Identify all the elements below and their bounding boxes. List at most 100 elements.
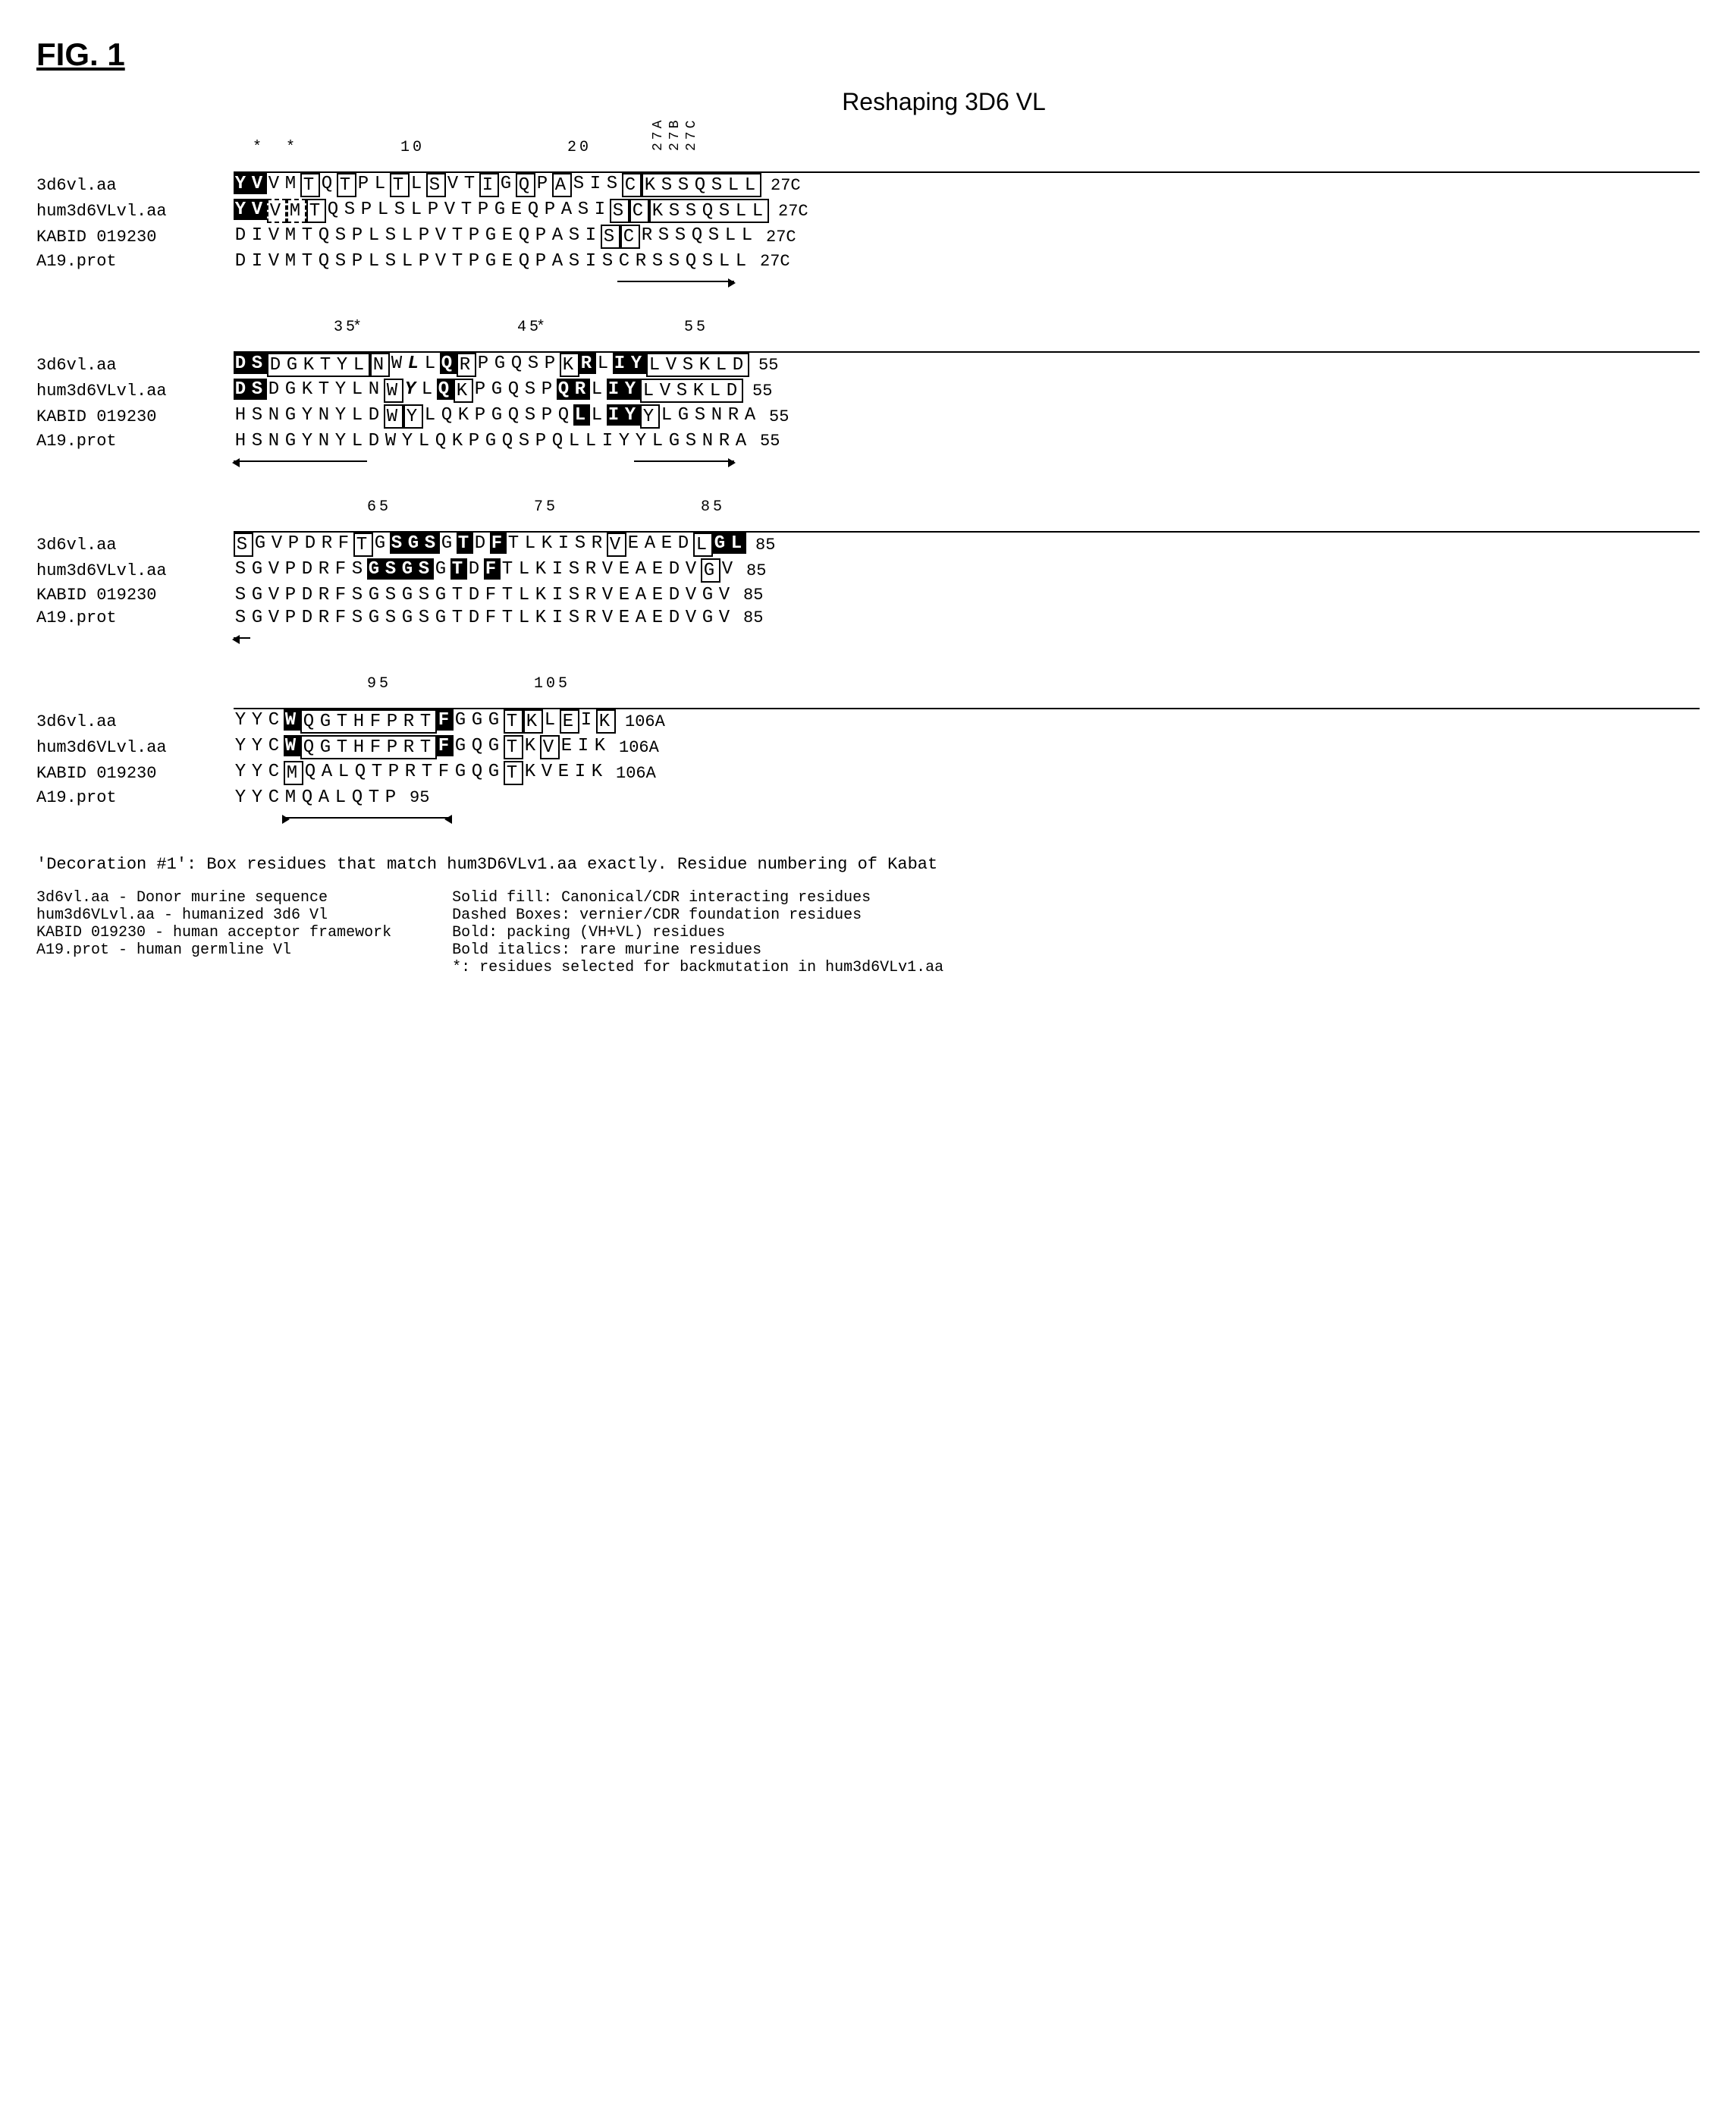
residue-cell: V [250, 173, 267, 194]
residue-cell: G [484, 250, 501, 272]
ruler-cell [400, 675, 417, 693]
ruler-cell [617, 498, 634, 516]
residue-cell: L [352, 353, 370, 377]
residue-cell: E [651, 558, 667, 580]
residue-cell: S [567, 607, 584, 628]
residue-cell: V [601, 584, 617, 605]
residue-cell: D [677, 533, 693, 554]
residue-cell: S [567, 250, 584, 272]
residue-cell: Q [684, 250, 701, 272]
ruler-cell [334, 139, 350, 156]
residue-cell: R [457, 353, 476, 377]
residue-cell: K [596, 709, 616, 734]
residue-cell: D [467, 558, 484, 580]
residue-cell: K [523, 709, 543, 734]
ruler-cell: 45 [517, 319, 534, 336]
residue-cell: L [751, 199, 769, 223]
ruler-cell [534, 139, 551, 156]
residue-cell: S [567, 558, 584, 580]
ruler-cell [684, 498, 701, 516]
residue-cell: K [692, 379, 708, 403]
residue-cell: P [426, 199, 443, 220]
residue-cell: F [369, 735, 385, 759]
residue-cell: L [734, 199, 751, 223]
residue-cell: R [584, 607, 601, 628]
residue-cell: Y [250, 761, 267, 782]
residue-cell: V [446, 173, 463, 194]
residue-cell: F [369, 709, 385, 734]
alignment-row: A19.protYYCMQALQTP95 [36, 787, 1700, 808]
alignment-row: A19.protDIVMTQSPLSLPVTPGEQPASISCRSSQSLL2… [36, 250, 1700, 272]
residue-cell: Q [510, 353, 526, 374]
residue-cell: G [454, 709, 470, 731]
residue-cell: P [543, 353, 560, 374]
residue-cell: P [535, 173, 552, 194]
residue-cell: S [610, 199, 629, 223]
ruler-cell [284, 675, 300, 693]
alignment-block: 951053d6vl.aaYYCWQGTHFPRTFGGGTKLEIK106Ah… [36, 675, 1700, 825]
residue-cell: S [601, 250, 617, 272]
end-position: 55 [752, 382, 772, 401]
end-position: 106A [625, 712, 665, 731]
residue-cell: M [284, 173, 300, 194]
ruler-cell [350, 675, 367, 693]
residue-cell: T [501, 607, 517, 628]
residue-cell: P [473, 379, 490, 400]
residue-cell: G [434, 558, 450, 580]
residue-cell: L [420, 379, 437, 400]
ruler-cell [384, 139, 400, 156]
ruler-cell [400, 498, 417, 516]
residue-cell: S [250, 404, 267, 426]
alignment-row: 3d6vl.aaSGVPDRFTGSGSGTDFTLKISRVEAEDLGL85 [36, 533, 1700, 557]
sequence-cells: YYCMQALQTPRTFGQGTKVEIK [234, 761, 607, 785]
residue-cell: S [384, 584, 400, 605]
residue-cell: P [473, 404, 490, 426]
residue-cell: V [664, 353, 681, 377]
ruler-cell: 105 [534, 675, 551, 693]
ruler-cell: 35 [334, 319, 350, 336]
residue-cell: G [373, 533, 390, 554]
ruler-cell [267, 498, 284, 516]
ruler-cell [567, 498, 584, 516]
residue-cell: Y [640, 404, 660, 429]
residue-cell: K [300, 379, 317, 400]
residue-cell: T [504, 735, 523, 759]
residue-cell: P [359, 199, 376, 220]
residue-cell: P [287, 533, 303, 554]
residue-cell: D [367, 430, 384, 451]
residue-cell: N [267, 404, 284, 426]
residue-cell: S [567, 584, 584, 605]
sequence-cells: YYCWQGTHFPRTFGQGTKVEIK [234, 735, 610, 759]
sequence-cells: HSNGYNYLDWYLQKPGQSPQLLIYYLGSNRA [234, 430, 751, 451]
residue-cell: E [501, 250, 517, 272]
residue-cell: S [523, 404, 540, 426]
residue-cell: K [540, 533, 557, 554]
ruler-cell [734, 139, 751, 156]
end-position: 27C [771, 176, 801, 195]
residue-cell: Y [400, 430, 417, 451]
residue-cell: V [720, 558, 737, 580]
ruler-cell [317, 675, 334, 693]
ruler-cell [567, 319, 584, 336]
residue-cell: V [684, 584, 701, 605]
legend-text: 3d6vl.aa - Donor murine sequence [36, 889, 391, 907]
decoration-note: 'Decoration #1': Box residues that match… [36, 855, 1700, 874]
residue-cell: D [667, 584, 684, 605]
residue-cell: L [693, 533, 713, 557]
ruler-cell [467, 139, 484, 156]
ruler-cell [551, 498, 567, 516]
cdr-arrow-row [234, 338, 1700, 353]
residue-cell: D [234, 353, 250, 374]
residue-cell: G [499, 173, 516, 194]
residue-cell: Q [326, 199, 343, 220]
residue-cell: K [534, 558, 551, 580]
ruler-cell: * [350, 319, 367, 336]
residue-cell: C [267, 735, 284, 756]
residue-cell: A [551, 250, 567, 272]
sequence-cells: DIVMTQSPLSLPVTPGEQPASISCRSSQSLL [234, 250, 751, 272]
residue-cell: S [234, 558, 250, 580]
residue-cell: S [667, 250, 684, 272]
residue-cell: C [617, 250, 634, 272]
residue-cell: Q [300, 709, 319, 734]
residue-cell: Y [234, 761, 250, 782]
